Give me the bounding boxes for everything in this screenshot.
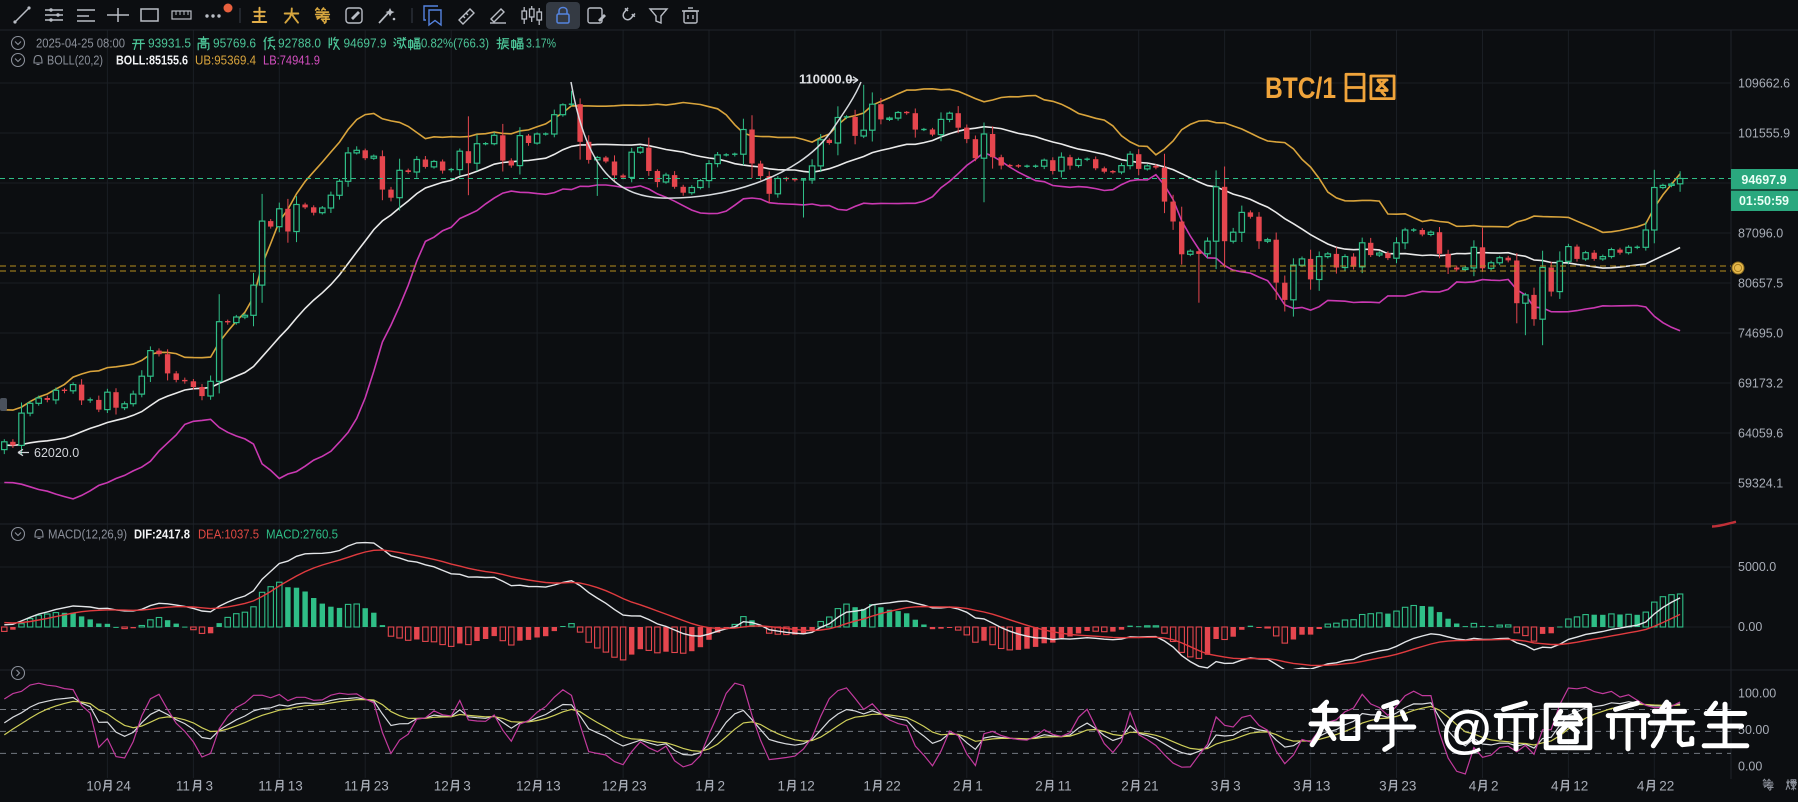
svg-text:100.00: 100.00 — [1738, 687, 1776, 701]
svg-text:2025-04-25 08:00: 2025-04-25 08:00 — [36, 37, 125, 51]
svg-text:93931.5: 93931.5 — [148, 37, 191, 51]
svg-text:80657.5: 80657.5 — [1738, 277, 1783, 291]
svg-text:0.00: 0.00 — [1738, 620, 1762, 634]
svg-text:95769.6: 95769.6 — [213, 37, 256, 51]
svg-text:0.82%(766.3): 0.82%(766.3) — [421, 37, 489, 51]
svg-text:UB:95369.4: UB:95369.4 — [195, 54, 256, 68]
svg-text:MACD(12,26,9): MACD(12,26,9) — [48, 528, 127, 542]
svg-text:12: 12 — [800, 779, 815, 794]
svg-text:22: 22 — [886, 779, 901, 794]
svg-text:1: 1 — [695, 779, 703, 794]
svg-text:2: 2 — [1121, 779, 1129, 794]
svg-text:0.00: 0.00 — [1738, 760, 1762, 774]
svg-text:4: 4 — [1551, 779, 1559, 794]
svg-text:94697.9: 94697.9 — [1741, 173, 1786, 187]
svg-text:110000.0: 110000.0 — [799, 72, 853, 87]
svg-text:109662.6: 109662.6 — [1738, 77, 1790, 91]
svg-text:3: 3 — [206, 779, 214, 794]
svg-text:DIF:2417.8: DIF:2417.8 — [134, 528, 190, 542]
svg-text:69173.2: 69173.2 — [1738, 377, 1783, 391]
svg-text:12: 12 — [602, 779, 617, 794]
svg-text:87096.0: 87096.0 — [1738, 227, 1783, 241]
svg-text:10: 10 — [86, 779, 101, 794]
svg-text:4: 4 — [1469, 779, 1477, 794]
svg-text:5000.0: 5000.0 — [1738, 560, 1776, 574]
svg-text:23: 23 — [1401, 779, 1416, 794]
svg-text:13: 13 — [1315, 779, 1330, 794]
svg-text:4: 4 — [1637, 779, 1645, 794]
svg-text:74695.0: 74695.0 — [1738, 327, 1783, 341]
svg-text:2: 2 — [953, 779, 961, 794]
svg-text:12: 12 — [1573, 779, 1588, 794]
svg-text:12: 12 — [434, 779, 449, 794]
svg-text:3.17%: 3.17% — [526, 37, 556, 51]
svg-text:50.00: 50.00 — [1738, 723, 1769, 737]
svg-text:22: 22 — [1659, 779, 1674, 794]
svg-text:11: 11 — [258, 779, 272, 794]
svg-text:2: 2 — [1491, 779, 1499, 794]
svg-text:BOLL:85155.6: BOLL:85155.6 — [116, 54, 188, 68]
svg-text:@: @ — [1441, 701, 1492, 759]
svg-text:23: 23 — [632, 779, 647, 794]
svg-text:LB:74941.9: LB:74941.9 — [263, 54, 320, 68]
svg-text:3: 3 — [1379, 779, 1387, 794]
svg-text:11: 11 — [344, 779, 358, 794]
svg-text:13: 13 — [546, 779, 561, 794]
svg-text:94697.9: 94697.9 — [344, 37, 387, 51]
svg-text:BOLL(20,2): BOLL(20,2) — [47, 54, 103, 68]
svg-text:21: 21 — [1144, 779, 1159, 794]
svg-text:3: 3 — [1293, 779, 1301, 794]
svg-text:12: 12 — [516, 779, 531, 794]
svg-text:13: 13 — [288, 779, 303, 794]
svg-text:2: 2 — [718, 779, 726, 794]
svg-text:3: 3 — [463, 779, 471, 794]
svg-text:62020.0: 62020.0 — [34, 446, 79, 460]
svg-text:BTC/1: BTC/1 — [1265, 72, 1336, 105]
svg-text:DEA:1037.5: DEA:1037.5 — [198, 528, 259, 542]
svg-text:3: 3 — [1233, 779, 1241, 794]
svg-text:24: 24 — [116, 779, 132, 794]
svg-text:64059.6: 64059.6 — [1738, 427, 1783, 441]
svg-text:11: 11 — [176, 779, 190, 794]
svg-text:101555.9: 101555.9 — [1738, 127, 1790, 141]
svg-text:2: 2 — [1035, 779, 1043, 794]
svg-text:01:50:59: 01:50:59 — [1739, 194, 1789, 208]
svg-text:1: 1 — [778, 779, 786, 794]
svg-text:59324.1: 59324.1 — [1738, 477, 1783, 491]
svg-text:11: 11 — [1058, 779, 1072, 794]
svg-text:1: 1 — [863, 779, 871, 794]
svg-text:23: 23 — [374, 779, 389, 794]
svg-text:1: 1 — [975, 779, 983, 794]
svg-text:92788.0: 92788.0 — [278, 37, 321, 51]
svg-text:3: 3 — [1211, 779, 1219, 794]
svg-text:MACD:2760.5: MACD:2760.5 — [266, 528, 338, 542]
